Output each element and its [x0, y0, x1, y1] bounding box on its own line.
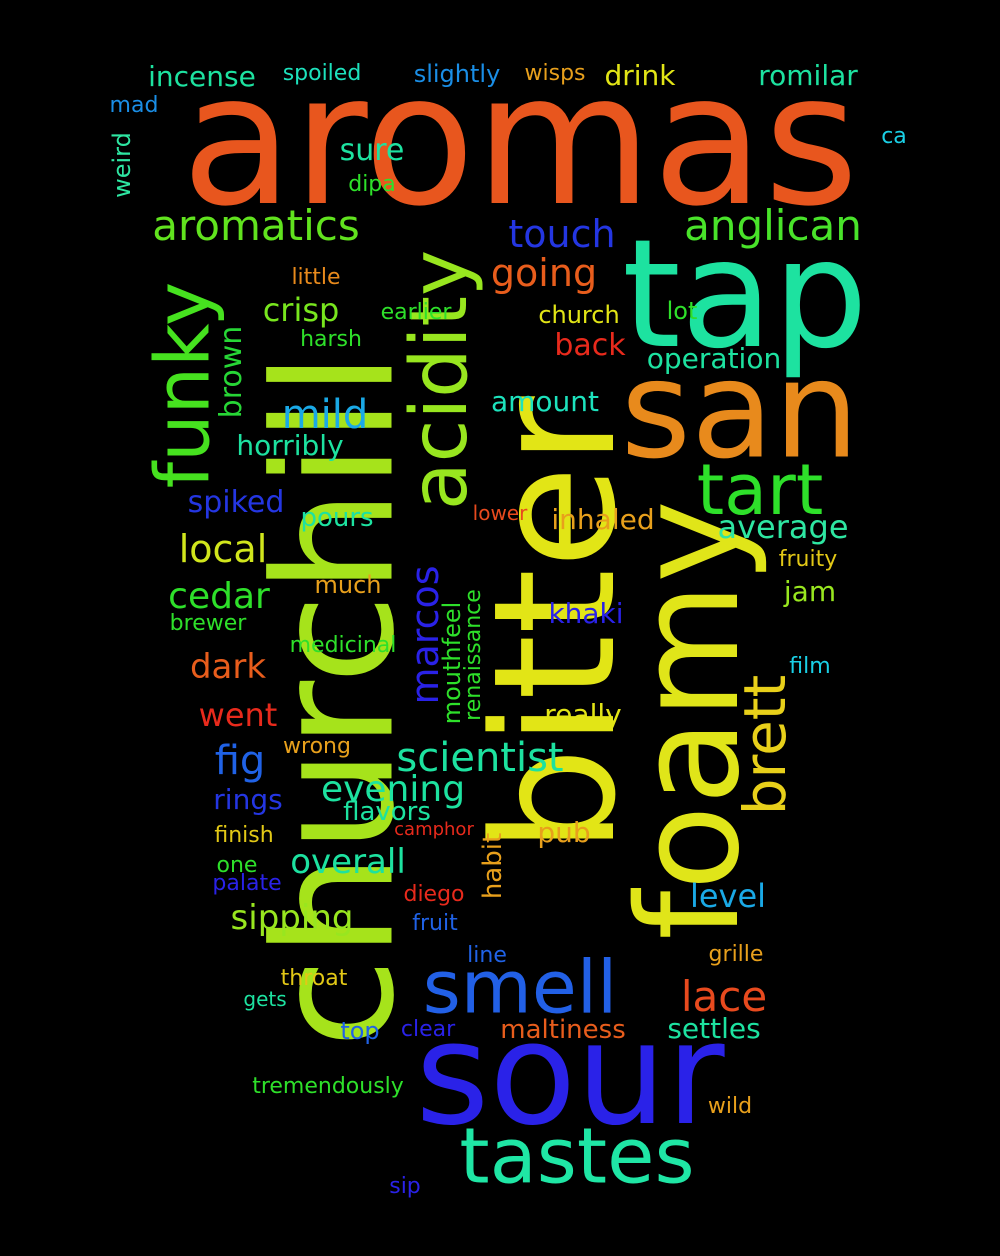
word-spiked: spiked [187, 485, 285, 520]
word-operation: operation [646, 342, 782, 375]
word-church: church [538, 301, 620, 329]
word-harsh: harsh [300, 327, 362, 352]
word-going: going [490, 251, 598, 295]
word-san: san [620, 331, 860, 489]
word-horribly: horribly [236, 429, 344, 462]
word-mad: mad [109, 93, 159, 118]
word-line: line [467, 943, 507, 968]
word-spoiled: spoiled [282, 61, 362, 86]
word-throat: throat [280, 966, 348, 991]
word-habit: habit [478, 832, 508, 900]
word-amount: amount [490, 385, 600, 418]
word-tastes: tastes [459, 1112, 695, 1202]
word-incense: incense [148, 60, 256, 93]
word-level: level [689, 877, 767, 915]
word-dipa: dipa [348, 172, 396, 197]
word-evening: evening [320, 769, 466, 810]
word-aromas: aromas [181, 34, 859, 246]
word-local: local [178, 527, 268, 571]
word-camphor: camphor [394, 819, 474, 840]
word-brown: brown [214, 325, 249, 419]
word-rings: rings [213, 783, 283, 816]
word-smell: smell [422, 945, 618, 1031]
word-grille: grille [708, 942, 764, 967]
word-fig: fig [214, 738, 266, 784]
word-sure: sure [339, 133, 405, 168]
word-tremendously: tremendously [252, 1074, 404, 1099]
word-fruit: fruit [412, 911, 458, 936]
word-really: really [544, 698, 622, 731]
word-cedar: cedar [168, 576, 270, 617]
word-fruity: fruity [778, 547, 838, 572]
word-one: one [216, 853, 258, 878]
word-sour: sour [415, 992, 725, 1157]
word-brewer: brewer [169, 611, 247, 636]
word-slightly: slightly [413, 60, 501, 88]
word-khaki: khaki [548, 597, 624, 630]
word-renaissance: renaissance [461, 589, 486, 721]
word-gets: gets [243, 987, 287, 1011]
word-much: much [314, 571, 382, 599]
word-dark: dark [189, 647, 267, 687]
word-drink: drink [604, 59, 676, 92]
word-lower: lower [472, 501, 528, 525]
word-lace: lace [680, 972, 768, 1021]
word-wild: wild [707, 1094, 753, 1119]
word-lot: lot [666, 297, 698, 325]
word-aromatics: aromatics [152, 201, 360, 250]
word-wrong: wrong [283, 734, 351, 759]
word-tart: tart [696, 449, 824, 531]
word-palate: palate [212, 871, 282, 896]
word-flavors: flavors [343, 797, 431, 827]
word-pub: pub [537, 816, 591, 849]
word-pours: pours [300, 503, 374, 533]
word-went: went [198, 696, 278, 734]
word-romilar: romilar [758, 59, 858, 92]
word-mild: mild [281, 392, 369, 438]
word-touch: touch [508, 212, 616, 256]
word-inhaled: inhaled [551, 503, 655, 536]
word-overall: overall [290, 842, 406, 882]
word-crisp: crisp [262, 291, 340, 329]
word-funky: funky [138, 281, 227, 489]
word-film: film [789, 654, 831, 679]
word-finish: finish [214, 823, 274, 848]
word-sipping: sipping [230, 898, 354, 938]
word-settles: settles [667, 1012, 761, 1045]
word-brett: brett [731, 674, 799, 816]
word-clear: clear [400, 1017, 456, 1042]
word-little: little [291, 265, 341, 290]
word-back: back [554, 328, 626, 363]
word-medicinal: medicinal [289, 633, 397, 658]
word-anglican: anglican [684, 201, 862, 250]
word-average: average [717, 508, 849, 546]
word-jam: jam [783, 575, 837, 608]
word-acidity: acidity [395, 249, 485, 511]
word-wisps: wisps [524, 61, 586, 86]
word-ca: ca [881, 124, 907, 149]
word-top: top [340, 1017, 380, 1045]
word-scientist: scientist [396, 735, 564, 781]
word-earlier: earlier [380, 300, 452, 325]
word-tap: tap [622, 208, 868, 382]
word-weird: weird [108, 132, 136, 198]
word-maltiness: maltiness [500, 1015, 626, 1045]
word-sip: sip [389, 1174, 421, 1199]
word-diego: diego [403, 882, 465, 907]
